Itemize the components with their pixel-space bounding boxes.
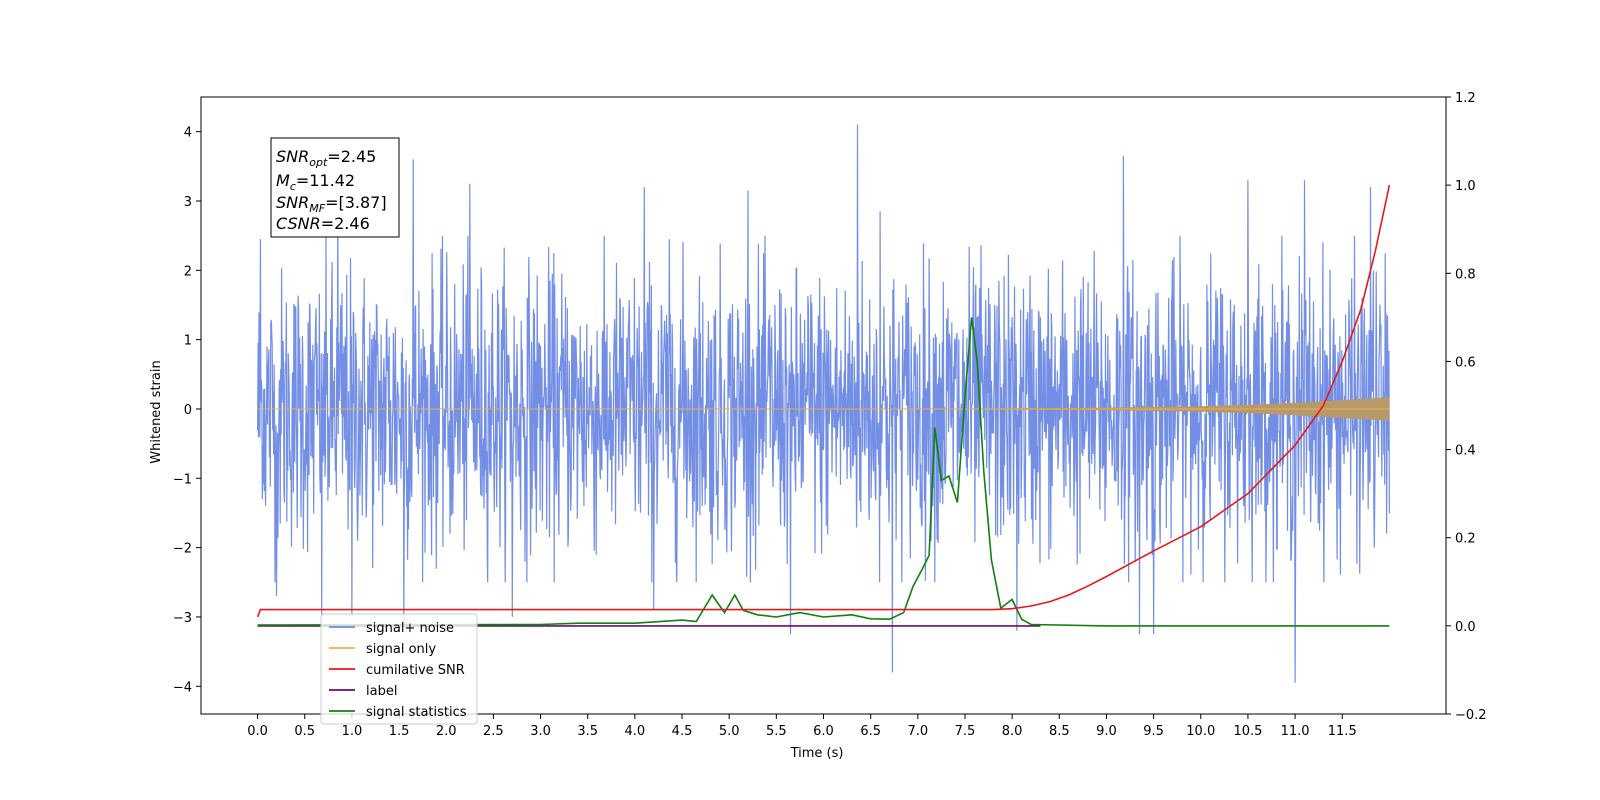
mc-value: =11.42 — [296, 171, 355, 190]
y-left-tick-label: 2 — [184, 264, 192, 279]
y-axis-right-ticks: 1.2 1.0 0.8 0.6 0.4 0.2 0.0 −0.2 — [1446, 91, 1487, 723]
legend-label: signal statistics — [366, 705, 467, 720]
x-tick-label: 2.5 — [483, 724, 504, 739]
x-tick-label: 7.5 — [955, 724, 976, 739]
snr-mf-value: =[3.87] — [325, 193, 387, 212]
x-axis-title: Time (s) — [790, 746, 844, 761]
x-tick-label: 5.5 — [766, 724, 787, 739]
y-left-tick-label: 0 — [184, 403, 192, 418]
y-left-tick-label: 1 — [184, 334, 192, 349]
snr-opt-annotation: SNRopt=2.45 — [276, 147, 376, 169]
cumulative-snr-line — [256, 184, 1391, 618]
x-tick-label: 7.0 — [907, 724, 928, 739]
x-tick-label: 11.0 — [1281, 724, 1310, 739]
x-tick-label: 8.5 — [1049, 724, 1070, 739]
csnr-annotation: CSNR=2.46 — [276, 214, 370, 233]
mc-annotation: Mc=11.42 — [276, 171, 355, 193]
y-left-tick-label: −4 — [173, 680, 192, 695]
y-left-tick-label: 3 — [184, 195, 192, 210]
snr-opt-sub: opt — [309, 156, 328, 169]
legend-label: signal only — [366, 642, 436, 657]
x-tick-label: 0.0 — [247, 724, 268, 739]
x-tick-label: 6.0 — [813, 724, 834, 739]
x-axis-ticks: 0.0 0.5 1.0 1.5 2.0 2.5 3.0 3.5 4.0 4.5 5.0 5.5 6.0 6… — [247, 714, 1357, 739]
legend: signal+ noise signal only cumilative SNR la… — [320, 613, 478, 725]
x-tick-label: 9.5 — [1143, 724, 1164, 739]
y-left-tick-label: 4 — [184, 126, 192, 141]
y-right-tick-label: −0.2 — [1455, 708, 1487, 723]
y-right-tick-label: 0.8 — [1455, 267, 1476, 282]
x-tick-label: 9.0 — [1096, 724, 1117, 739]
csnr-value: =2.46 — [321, 214, 370, 233]
y-left-tick-label: −2 — [173, 542, 192, 557]
x-tick-label: 11.5 — [1328, 724, 1357, 739]
stats-annotation-box — [270, 137, 400, 238]
signal-noise-series — [257, 124, 1390, 683]
x-tick-label: 8.0 — [1002, 724, 1023, 739]
x-tick-label: 4.0 — [625, 724, 646, 739]
legend-label: cumilative SNR — [366, 663, 465, 678]
y-left-tick-label: −3 — [173, 611, 192, 626]
legend-label: signal+ noise — [366, 621, 454, 636]
signal-only-series — [257, 397, 1390, 421]
legend-box — [320, 613, 478, 725]
x-tick-label: 10.0 — [1186, 724, 1215, 739]
y-right-tick-label: 1.0 — [1455, 179, 1476, 194]
x-tick-label: 5.0 — [719, 724, 740, 739]
snr-mf-annotation: SNRMF=[3.87] — [276, 193, 387, 215]
x-tick-label: 3.5 — [577, 724, 598, 739]
snr-mf-name: SNR — [276, 193, 309, 212]
x-tick-label: 2.0 — [436, 724, 457, 739]
y-right-tick-label: 0.2 — [1455, 532, 1476, 547]
legend-label: label — [366, 684, 397, 699]
y-right-tick-label: 1.2 — [1455, 91, 1476, 106]
snr-mf-sub: MF — [309, 202, 325, 215]
y-axis-left-ticks: 4 3 2 1 0 −1 −2 −3 −4 — [173, 126, 201, 695]
y-right-tick-label: 0.0 — [1455, 620, 1476, 635]
x-tick-label: 0.5 — [294, 724, 315, 739]
x-tick-label: 4.5 — [672, 724, 693, 739]
x-tick-label: 3.0 — [530, 724, 551, 739]
csnr-name: CSNR — [276, 214, 321, 233]
mc-name: M — [276, 171, 290, 190]
x-tick-label: 6.5 — [860, 724, 881, 739]
x-tick-label: 1.5 — [389, 724, 410, 739]
y-axis-left-title: Whitened strain — [149, 360, 164, 463]
signal-statistics-line — [257, 317, 1390, 627]
y-right-tick-label: 0.4 — [1455, 444, 1476, 459]
y-right-tick-label: 0.6 — [1455, 355, 1476, 370]
x-tick-label: 10.5 — [1233, 724, 1262, 739]
x-tick-label: 1.0 — [342, 724, 363, 739]
stats-annotation: SNRopt=2.45 Mc=11.42 SNRMF=[3.87] CSNR=2… — [270, 137, 400, 238]
signal-noise-line — [257, 124, 1390, 683]
mc-sub: c — [290, 180, 296, 193]
y-left-tick-label: −1 — [173, 472, 192, 487]
snr-opt-name: SNR — [276, 147, 309, 166]
snr-opt-value: =2.45 — [327, 147, 376, 166]
